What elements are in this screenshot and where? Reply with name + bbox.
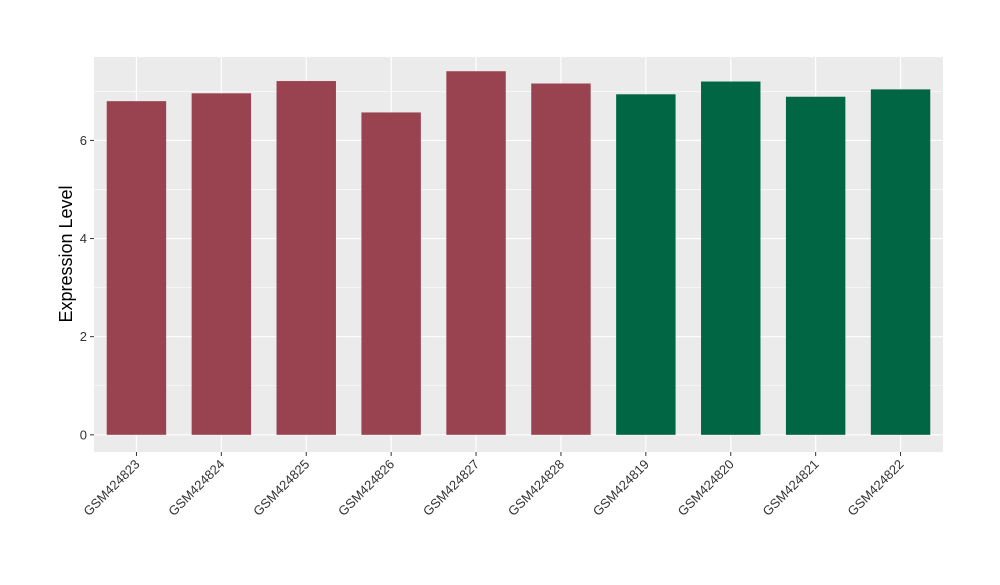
y-tick-label: 4	[80, 231, 87, 246]
x-tick-label: GSM424820	[675, 457, 737, 519]
x-tick-label: GSM424828	[505, 457, 567, 519]
bars-group	[106, 71, 931, 435]
bar-GSM424825	[276, 81, 336, 435]
x-tick-label: GSM424822	[844, 457, 906, 519]
x-tick-label: GSM424823	[80, 457, 142, 519]
bar-GSM424819	[616, 94, 676, 435]
y-axis-title: Expression Level	[56, 185, 76, 322]
y-tick-label: 0	[80, 427, 87, 442]
bar-GSM424823	[106, 101, 167, 435]
bar-GSM424826	[361, 112, 421, 435]
y-tick-label: 2	[80, 329, 87, 344]
bar-GSM424828	[531, 83, 591, 435]
bar-GSM424820	[701, 81, 761, 435]
y-axis: 0 2 4 6	[80, 133, 94, 442]
x-tick-label: GSM424827	[420, 457, 482, 519]
x-tick-label: GSM424821	[760, 457, 822, 519]
x-tick-label: GSM424819	[590, 457, 652, 519]
x-axis: GSM424823 GSM424824 GSM424825 GSM424826 GSM4…	[80, 452, 907, 519]
x-tick-label: GSM424825	[250, 457, 312, 519]
bar-GSM424824	[191, 93, 252, 435]
x-tick-label: GSM424824	[165, 457, 227, 519]
bar-GSM424827	[446, 71, 506, 435]
bar-GSM424822	[870, 89, 931, 435]
x-tick-label: GSM424826	[335, 457, 397, 519]
y-tick-label: 6	[80, 133, 87, 148]
bar-GSM424821	[785, 96, 846, 435]
